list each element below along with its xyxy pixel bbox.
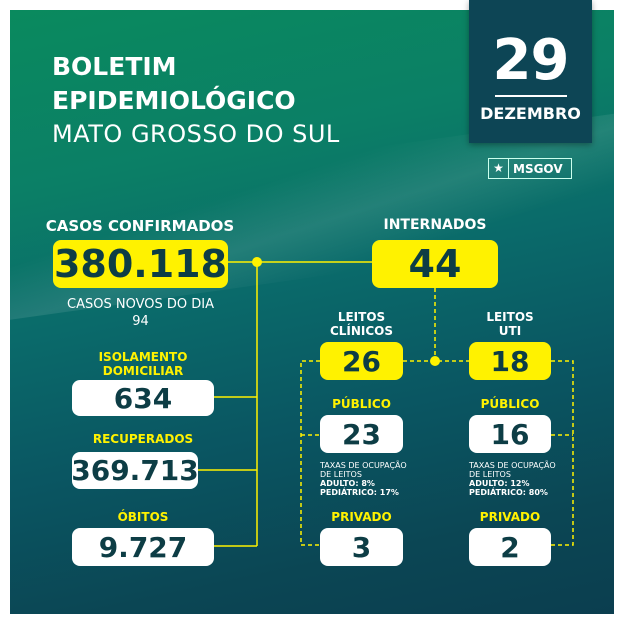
- new-cases-value: 94: [132, 314, 149, 329]
- connector-dot: [430, 356, 440, 366]
- isolation-label-line1: ISOLAMENTO: [98, 350, 188, 364]
- icu-private-value: 2: [469, 528, 551, 566]
- confirmed-label: CASOS CONFIRMADOS: [45, 217, 235, 235]
- icu-value: 18: [469, 342, 551, 380]
- new-cases: CASOS NOVOS DO DIA 94: [53, 296, 228, 330]
- subtitle: MATO GROSSO DO SUL: [52, 120, 340, 148]
- icu-pediatric-rate: PEDIÁTRICO: 80%: [469, 488, 548, 497]
- icu-label-line1: LEITOS: [486, 310, 534, 324]
- icu-private-label: PRIVADO: [479, 510, 541, 524]
- clinical-pediatric-rate: PEDIÁTRICO: 17%: [320, 488, 399, 497]
- clinical-public-label: PÚBLICO: [332, 397, 391, 411]
- clinical-occupancy: TAXAS DE OCUPAÇÃO DE LEITOS ADULTO: 8% P…: [320, 461, 430, 497]
- connector: [551, 360, 574, 546]
- connector-dot: [252, 257, 262, 267]
- icu-label-line2: UTI: [498, 324, 522, 338]
- icu-label: LEITOS UTI: [469, 310, 551, 338]
- isolation-label: ISOLAMENTO DOMICILIAR: [72, 350, 214, 378]
- icu-public-label: PÚBLICO: [480, 397, 540, 411]
- occupancy-title: DE LEITOS: [320, 470, 362, 479]
- icu-occupancy: TAXAS DE OCUPAÇÃO DE LEITOS ADULTO: 12% …: [469, 461, 579, 497]
- clinical-label: LEITOS CLÍNICOS: [320, 310, 403, 338]
- msgov-logo: ★ MSGOV: [488, 158, 572, 179]
- occupancy-title: TAXAS DE OCUPAÇÃO: [469, 461, 556, 470]
- star-icon: ★: [489, 159, 509, 178]
- deaths-label: ÓBITOS: [117, 510, 169, 524]
- deaths-value: 9.727: [72, 528, 214, 566]
- clinical-adult-rate: ADULTO: 8%: [320, 479, 375, 488]
- clinical-private-value: 3: [320, 528, 403, 566]
- hospitalized-label: INTERNADOS: [383, 217, 487, 233]
- clinical-value: 26: [320, 342, 403, 380]
- confirmed-value: 380.118: [53, 240, 228, 288]
- recovered-label: RECUPERADOS: [92, 432, 194, 446]
- new-cases-label: CASOS NOVOS DO DIA: [67, 297, 214, 312]
- clinical-private-label: PRIVADO: [331, 510, 392, 524]
- clinical-label-line2: CLÍNICOS: [329, 324, 394, 338]
- isolation-label-line2: DOMICILIAR: [102, 364, 184, 378]
- hospitalized-value: 44: [372, 240, 498, 288]
- date-box: 29 DEZEMBRO: [469, 0, 592, 143]
- isolation-value: 634: [72, 380, 214, 416]
- date-day: 29: [492, 28, 570, 93]
- occupancy-title: TAXAS DE OCUPAÇÃO: [320, 461, 407, 470]
- recovered-value: 369.713: [71, 452, 199, 489]
- date-month: DEZEMBRO: [480, 104, 581, 123]
- logo-text: MSGOV: [513, 161, 563, 176]
- clinical-public-value: 23: [320, 415, 403, 453]
- date-divider: [494, 95, 567, 97]
- occupancy-title: DE LEITOS: [469, 470, 511, 479]
- icu-public-value: 16: [469, 415, 551, 453]
- title-line2: EPIDEMIOLÓGICO: [52, 86, 296, 115]
- connector: [300, 360, 320, 546]
- clinical-label-line1: LEITOS: [337, 310, 386, 324]
- title-line1: BOLETIM: [52, 52, 177, 81]
- icu-adult-rate: ADULTO: 12%: [469, 479, 530, 488]
